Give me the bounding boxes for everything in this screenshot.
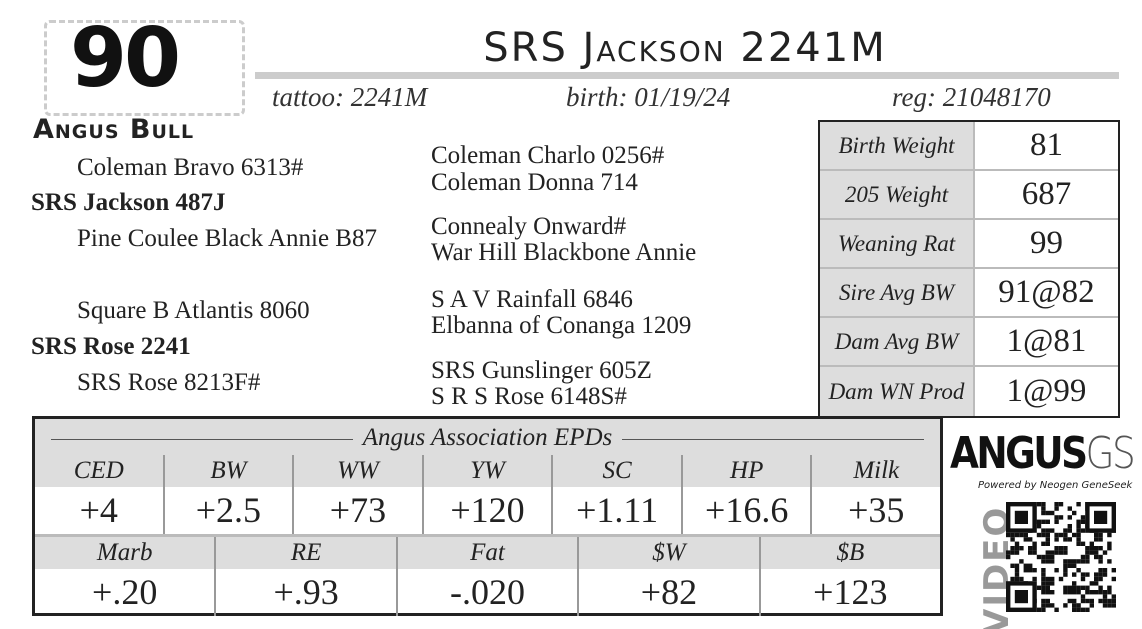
stat-row: 205 Weight 687 [820, 171, 1118, 220]
stat-value: 99 [1030, 225, 1063, 261]
epd-value: +.20 [92, 572, 158, 612]
stat-value: 81 [1030, 127, 1063, 163]
epd-label: $W [577, 537, 759, 569]
epd-label: BW [162, 455, 293, 487]
dam-dam: SRS Rose 8213F# [77, 369, 261, 396]
birth-date: birth: 01/19/24 [566, 82, 731, 112]
epd-label: SC [551, 455, 681, 487]
brand-suffix: GS [1085, 428, 1136, 479]
epd-value: +2.5 [162, 487, 293, 534]
epd-value: +1.11 [551, 487, 681, 534]
dam-sire-dam: Elbanna of Conanga 1209 [431, 312, 692, 339]
stat-row: Dam Avg BW 1@81 [820, 318, 1118, 367]
epd-value: +.93 [214, 569, 395, 616]
epd-label: YW [421, 455, 552, 487]
epd-label: CED [35, 455, 163, 487]
registration: reg: 21048170 [892, 82, 1051, 112]
video-qr-code[interactable] [1004, 502, 1118, 612]
dam-dam-dam: S R S Rose 6148S# [431, 383, 627, 410]
epd-label: $B [758, 537, 941, 569]
stat-label: 205 Weight [820, 171, 975, 218]
sire-sire-sire: Coleman Charlo 0256# [431, 142, 665, 169]
sire: SRS Jackson 487J [31, 189, 226, 216]
epd-value: +73 [292, 487, 422, 534]
stat-label: Dam WN Prod [820, 367, 975, 416]
ranch-logo [44, 20, 245, 116]
epd-label: Fat [395, 537, 578, 569]
epd-value: +82 [577, 569, 758, 616]
dam-sire-sire: S A V Rainfall 6846 [431, 286, 633, 313]
epd-value: +120 [421, 487, 552, 534]
tattoo: tattoo: 2241M [272, 82, 428, 112]
sire-dam-dam: War Hill Blackbone Annie [431, 239, 697, 266]
epd-value: +4 [79, 490, 118, 530]
epd-title: Angus Association EPDs [352, 424, 623, 451]
stat-value: 1@99 [1006, 373, 1087, 409]
stat-row: Weaning Rat 99 [820, 220, 1118, 269]
stat-row: Birth Weight 81 [820, 122, 1118, 171]
lot-number: 90 [70, 11, 181, 106]
epd-value: +123 [758, 569, 940, 616]
epd-label: HP [680, 455, 811, 487]
animal-name: SRS Jackson 2241M [483, 25, 887, 71]
epd-header: Angus Association EPDs [35, 419, 940, 455]
epd-value: -.020 [395, 569, 577, 616]
epd-value: +35 [810, 487, 940, 534]
stat-value: 1@81 [1006, 323, 1087, 359]
sire-dam: Pine Coulee Black Annie B87 [77, 225, 377, 252]
dam: SRS Rose 2241 [31, 333, 191, 360]
epd-table: Angus Association EPDs CED BW WW YW SC HP Milk… [32, 416, 943, 616]
breed-label: Angus Bull [33, 114, 195, 145]
stat-row: Dam WN Prod 1@99 [820, 367, 1118, 416]
sire-sire: Coleman Bravo 6313# [77, 154, 304, 181]
epd-value: +16.6 [680, 487, 811, 534]
dam-dam-sire: SRS Gunslinger 605Z [431, 357, 652, 384]
powered-by: Powered by Neogen GeneSeek [978, 480, 1133, 491]
angus-gs-logo: ANGUSGS [950, 428, 1136, 479]
stat-label: Weaning Rat [820, 220, 975, 267]
sire-dam-sire: Connealy Onward# [431, 213, 627, 240]
stat-row: Sire Avg BW 91@82 [820, 269, 1118, 318]
epd-label: WW [292, 455, 422, 487]
epd-label: Milk [810, 455, 941, 487]
title-rule [255, 72, 1119, 79]
epd-label: Marb [35, 537, 215, 569]
stat-value: 91@82 [998, 274, 1095, 310]
performance-table: Birth Weight 81 205 Weight 687 Weaning Rat… [818, 120, 1120, 418]
stat-label: Birth Weight [820, 122, 975, 169]
stat-value: 687 [1021, 176, 1072, 212]
brand: ANGUS [950, 428, 1088, 479]
divider [35, 534, 940, 537]
dam-sire: Square B Atlantis 8060 [77, 297, 310, 324]
stat-label: Sire Avg BW [820, 269, 975, 316]
stat-label: Dam Avg BW [820, 318, 975, 365]
epd-label: RE [214, 537, 396, 569]
sire-sire-dam: Coleman Donna 714 [431, 169, 638, 196]
